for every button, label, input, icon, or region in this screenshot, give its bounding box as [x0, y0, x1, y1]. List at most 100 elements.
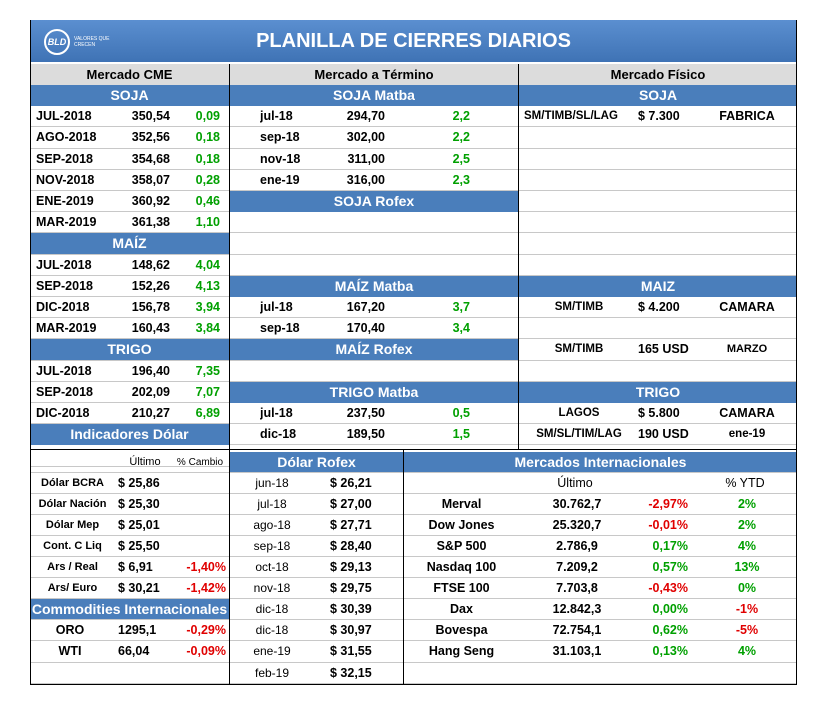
row-divider	[30, 444, 797, 446]
fisico-maiz-place: SM/TIMB	[554, 343, 604, 356]
maiz-matba-month: jul-18	[260, 300, 293, 314]
fisico-trigo-destination: CAMARA	[719, 406, 775, 420]
fisico-maiz-place	[524, 318, 634, 339]
fisico-trigo-place: LAGOS	[558, 407, 600, 419]
commodity-value: 66,04	[118, 644, 150, 659]
cme-trigo-change: 7,07	[195, 384, 220, 399]
commodity-name: WTI	[58, 644, 82, 659]
cme-maiz-month: DIC-2018	[36, 300, 90, 314]
soja-matba-change: 2,2	[452, 109, 470, 124]
fisico-trigo-price: 190 USD	[638, 427, 689, 442]
row-divider	[30, 168, 797, 170]
maiz-matba-header: MAÍZ Matba	[230, 275, 518, 297]
row-divider	[30, 682, 797, 684]
fisico-trigo-place: SM/SL/TIM/LAG	[536, 428, 622, 441]
dolar-indicators-header: Indicadores Dólar	[30, 424, 229, 446]
trigo-matba-change: 0,5	[452, 406, 470, 420]
cme-soja-month: JUL-2018	[36, 109, 92, 124]
cme-trigo-value: 196,40	[131, 363, 170, 378]
rofex-value: $ 28,40	[330, 539, 372, 554]
table-bottom-border	[30, 684, 797, 685]
intl-index-name: S&P 500	[436, 539, 487, 554]
dolar-name: Ars/ Euro	[47, 582, 98, 595]
dolar-name: Dólar Nación	[38, 498, 107, 511]
cme-maiz-month: SEP-2018	[36, 278, 93, 293]
soja-matba-change: 2,2	[452, 130, 470, 145]
soja-matba-value: 316,00	[346, 172, 385, 187]
rofex-month: dic-18	[255, 623, 289, 638]
cme-maiz-change: 4,13	[195, 278, 220, 293]
logo-mark: BLD	[44, 29, 70, 55]
logo-tagline: VALORES QUE CRECEN	[74, 36, 110, 48]
intl-index-value: 12.842,3	[552, 602, 602, 617]
cme-maiz-header: MAÍZ	[30, 233, 229, 255]
maiz-matba-value: 167,20	[346, 300, 385, 314]
soja-matba-month: sep-18	[260, 130, 300, 145]
fisico-maiz-destination: MARZO	[726, 343, 768, 356]
soja-matba-month: nov-18	[260, 151, 301, 166]
intl-index-ytd: 13%	[734, 560, 760, 575]
cme-soja-value: 352,56	[131, 130, 170, 145]
row-divider	[30, 514, 797, 516]
intl-index-change: -0,43%	[648, 581, 688, 596]
cme-trigo-change: 7,35	[195, 363, 220, 378]
fisico-soja-place: SM/TIMB/SL/LAG	[524, 110, 618, 123]
trigo-matba-change: 1,5	[452, 427, 470, 442]
intl-index-name: Nasdaq 100	[426, 560, 497, 575]
cme-maiz-month: JUL-2018	[36, 257, 92, 272]
rofex-value: $ 27,71	[330, 518, 372, 533]
row-divider	[30, 423, 797, 425]
dolar-change	[172, 536, 226, 557]
cme-soja-change: 0,18	[195, 130, 220, 145]
intl-index-value: 30.762,7	[552, 497, 602, 512]
intl-index-value: 7.703,8	[556, 581, 598, 596]
cme-trigo-month: JUL-2018	[36, 363, 92, 378]
section-divider	[30, 449, 797, 450]
rofex-month: feb-19	[254, 665, 290, 680]
dolar-value: $ 25,50	[118, 539, 160, 554]
column-divider	[518, 64, 519, 450]
fisico-soja-destination: FABRICA	[719, 109, 775, 124]
cme-soja-month: AGO-2018	[36, 130, 97, 145]
intl-index-change: 0,57%	[652, 560, 688, 575]
maiz-matba-change: 3,7	[452, 300, 470, 314]
intl-index-name: Dow Jones	[428, 518, 495, 533]
fisico-soja-header: SOJA	[519, 85, 797, 106]
row-divider	[30, 577, 797, 579]
cme-trigo-month: DIC-2018	[36, 406, 90, 420]
intl-index-ytd: 4%	[737, 539, 757, 554]
soja-matba-month: jul-18	[260, 109, 293, 124]
row-divider	[30, 190, 797, 191]
dolar-change	[172, 494, 226, 515]
row-divider	[30, 493, 797, 495]
dolar-change: -1,42%	[186, 581, 226, 596]
rofex-month: ago-18	[253, 518, 291, 533]
rofex-month: sep-18	[253, 539, 291, 554]
dolar-value: $ 25,01	[118, 518, 160, 533]
rofex-month: nov-18	[253, 581, 291, 596]
intl-index-ytd: 0%	[737, 581, 757, 596]
intl-index-change: 0,17%	[652, 539, 688, 554]
row-divider	[30, 661, 797, 663]
dolar-change	[172, 515, 226, 536]
intl-index-ytd: 2%	[737, 497, 757, 512]
cme-soja-header: SOJA	[30, 85, 229, 106]
fisico-maiz-price: $ 4.200	[638, 300, 680, 314]
dolar-value: $ 30,21	[118, 581, 160, 596]
intl-index-value: 25.320,7	[552, 518, 602, 533]
row-divider	[30, 274, 797, 276]
cme-soja-change: 0,28	[195, 172, 220, 187]
logo: BLD VALORES QUE CRECEN	[44, 29, 114, 55]
dolar-value: $ 6,91	[118, 560, 153, 575]
row-divider	[30, 619, 797, 621]
intl-index-change: 0,00%	[652, 602, 688, 617]
dolar-change: -1,40%	[186, 560, 226, 575]
cme-soja-value: 350,54	[131, 109, 170, 124]
column-header-cme: Mercado CME	[30, 64, 229, 85]
row-divider	[30, 556, 797, 558]
intl-index-change: -2,97%	[648, 497, 688, 512]
soja-rofex-header: SOJA Rofex	[230, 191, 518, 212]
row-divider	[30, 640, 797, 642]
intl-index-ytd: 4%	[737, 644, 757, 659]
rofex-value: $ 30,97	[330, 623, 372, 638]
